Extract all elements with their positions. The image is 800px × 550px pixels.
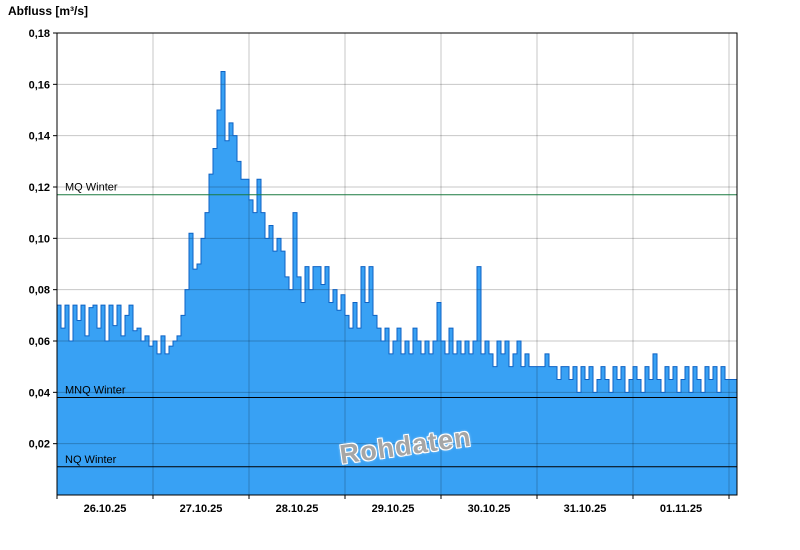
reference-line-label: MQ Winter [65,182,118,194]
y-tick-label: 0,04 [29,387,51,399]
area-outline [57,71,737,393]
y-tick-label: 0,18 [29,28,50,40]
area-series [57,71,737,495]
reference-line-label: NQ Winter [65,454,117,466]
y-tick-label: 0,12 [29,182,50,194]
reference-line-label: MNQ Winter [65,384,126,396]
x-tick-label: 29.10.25 [372,503,415,515]
x-tick-label: 30.10.25 [468,503,511,515]
y-tick-label: 0,16 [29,79,50,91]
x-tick-label: 27.10.25 [180,503,223,515]
y-tick-label: 0,08 [29,285,50,297]
x-tick-label: 31.10.25 [564,503,607,515]
y-tick-label: 0,06 [29,336,50,348]
plot-border [56,32,738,496]
y-tick-label: 0,02 [29,439,50,451]
y-tick-label: 0,10 [29,233,50,245]
x-tick-label: 28.10.25 [276,503,319,515]
y-tick-label: 0,14 [29,131,51,143]
x-tick-label: 01.11.25 [660,503,702,515]
x-tick-label: 26.10.25 [84,503,127,515]
chart-title: Abfluss [m³/s] [8,4,89,18]
